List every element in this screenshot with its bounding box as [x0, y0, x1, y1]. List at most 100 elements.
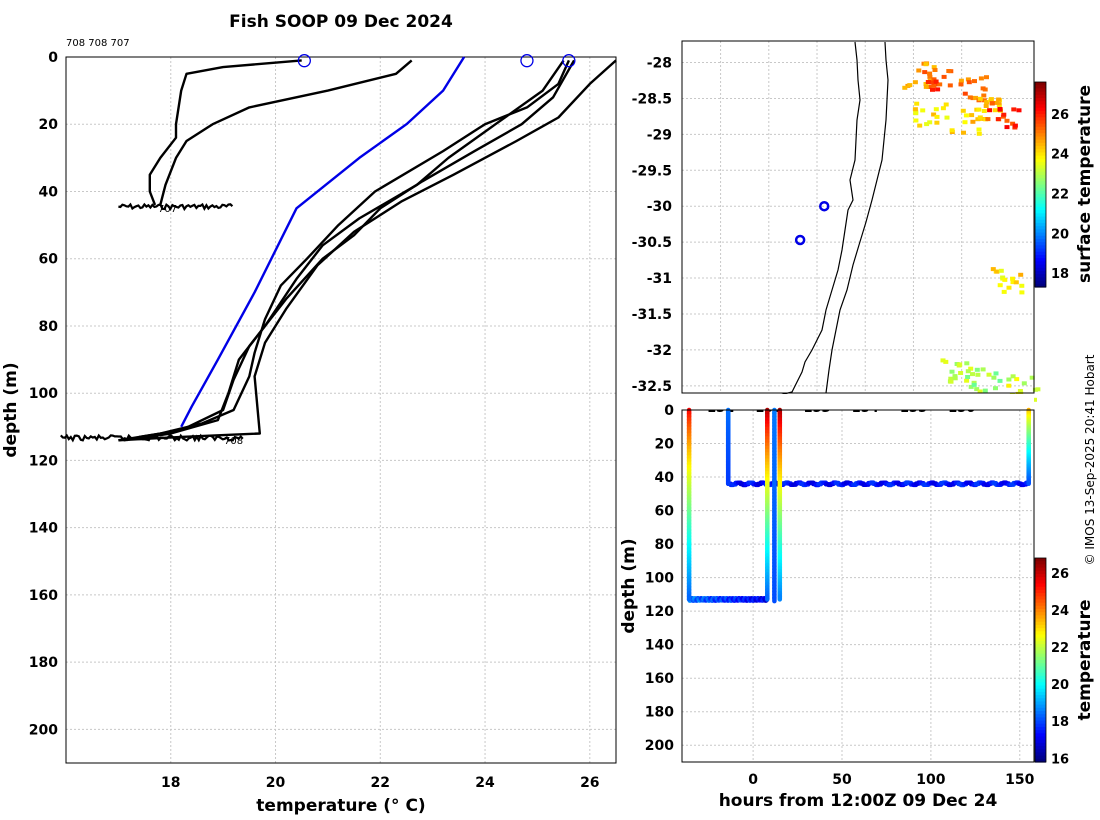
sst-cell [1010, 121, 1016, 126]
sst-cell [1013, 280, 1019, 285]
sst-cell [1001, 112, 1007, 117]
surface-markers [297, 54, 576, 68]
colorbar-segment [1035, 274, 1046, 278]
y-tick-label: 60 [39, 252, 59, 268]
profile-plot: Fish SOOP 09 Dec 2024 708 708 707 18 20 22… [1, 12, 617, 816]
colorbar-segment [1035, 181, 1046, 186]
colorbar-segment [1035, 283, 1046, 288]
sst-cell [994, 269, 1000, 274]
colorbar-segment [1035, 152, 1046, 157]
y-tick-label: 40 [39, 184, 59, 200]
colorbar-segment [1035, 739, 1046, 744]
colorbar-segment [1035, 203, 1046, 208]
sst-cell [968, 384, 974, 389]
colorbar-segment [1035, 174, 1046, 179]
colorbar-segment [1035, 758, 1046, 763]
colorbar-segment [1035, 679, 1046, 683]
sst-cell [972, 79, 977, 84]
profile-x-axis-label: temperature (° C) [256, 796, 425, 816]
td-y-tick-label: 180 [645, 705, 674, 721]
colorbar-segment [1035, 695, 1046, 699]
sst-cell [967, 95, 973, 100]
sst-cell [912, 80, 918, 85]
colorbar-segment [1035, 631, 1046, 636]
time-depth-background-mask [682, 394, 1034, 410]
sst-cell [920, 108, 926, 113]
sst-cell [1010, 280, 1016, 285]
time-depth-grid [682, 409, 1034, 762]
sst-cell [977, 389, 983, 394]
sst-cell [941, 74, 947, 79]
colorbar-segment [1035, 190, 1046, 195]
colorbar-segment [1035, 110, 1046, 115]
colorbar-segment [1035, 749, 1046, 754]
map-grid [682, 41, 1034, 393]
sst-cell [1006, 285, 1012, 290]
profile-label-708: 708 [224, 436, 243, 447]
td-x-tick-label: 100 [916, 772, 945, 788]
colorbar-segment [1035, 711, 1046, 715]
colorbar-segment [1035, 577, 1046, 581]
colorbar-segment [1035, 570, 1046, 575]
td-x-tick-label: 150 [1005, 772, 1034, 788]
sst-cell [1001, 289, 1007, 294]
colorbar-segment [1035, 634, 1046, 639]
sst-cell [916, 68, 922, 73]
sst-cell [984, 75, 989, 80]
map-frame [681, 40, 1035, 394]
colorbar-segment [1035, 675, 1046, 680]
sst-cell [931, 65, 937, 70]
sst-cell [907, 83, 913, 88]
td-x-tick-label: 50 [832, 772, 852, 788]
sst-cell [980, 86, 986, 91]
colorbar-segment [1035, 139, 1046, 144]
profile-grid [66, 56, 616, 763]
colorbar-segment [1035, 142, 1046, 147]
colorbar-segment [1035, 261, 1046, 266]
colorbar-segment [1035, 742, 1046, 747]
surface-marker [297, 54, 311, 68]
lat-tick-label: -31.5 [632, 307, 672, 323]
colorbar-segment [1035, 596, 1046, 601]
colorbar-segment [1035, 245, 1046, 250]
time-depth-x-ticks: 0 50 100 150 [748, 772, 1034, 788]
sst-cell [957, 362, 963, 367]
sst-cell [974, 387, 980, 392]
sst-cell [913, 118, 919, 123]
sst-cell [1010, 374, 1016, 379]
x-tick-label: 20 [266, 775, 286, 791]
colorbar-segment [1035, 85, 1046, 89]
sst-cell [926, 85, 932, 89]
sst-cell [925, 80, 931, 84]
colorbar-segment [1035, 736, 1046, 741]
sst-cell [1017, 389, 1023, 393]
sst-cell [969, 113, 975, 118]
colorbar-segment [1035, 88, 1046, 93]
colorbar-segment [1035, 583, 1046, 588]
colorbar-segment [1035, 656, 1046, 661]
sst-cell [988, 97, 994, 102]
sst-cell [980, 367, 986, 372]
colorbar-segment [1035, 242, 1046, 246]
sst-cell [949, 128, 955, 133]
colorbar-segment [1035, 573, 1046, 578]
sst-cell [964, 378, 970, 383]
sst-cell [981, 109, 987, 113]
lat-tick-label: -29.5 [632, 163, 672, 179]
colorbar-tick-label: 18 [1051, 715, 1069, 730]
colorbar-segment [1035, 171, 1046, 176]
td-y-tick-label: 20 [655, 437, 675, 453]
chart-title: Fish SOOP 09 Dec 2024 [229, 12, 453, 32]
sst-cell [998, 268, 1004, 273]
colorbar-tick-label: 18 [1051, 267, 1069, 282]
sst-cell [1032, 397, 1037, 402]
x-tick-label: 26 [580, 775, 599, 791]
sst-cell [992, 108, 998, 113]
sst-cell [935, 87, 941, 92]
sst-cell [931, 77, 937, 82]
series-climatology [180, 56, 466, 428]
series-profile-708-b [123, 59, 565, 442]
sst-cell [923, 62, 929, 67]
sst-cell [946, 69, 952, 73]
